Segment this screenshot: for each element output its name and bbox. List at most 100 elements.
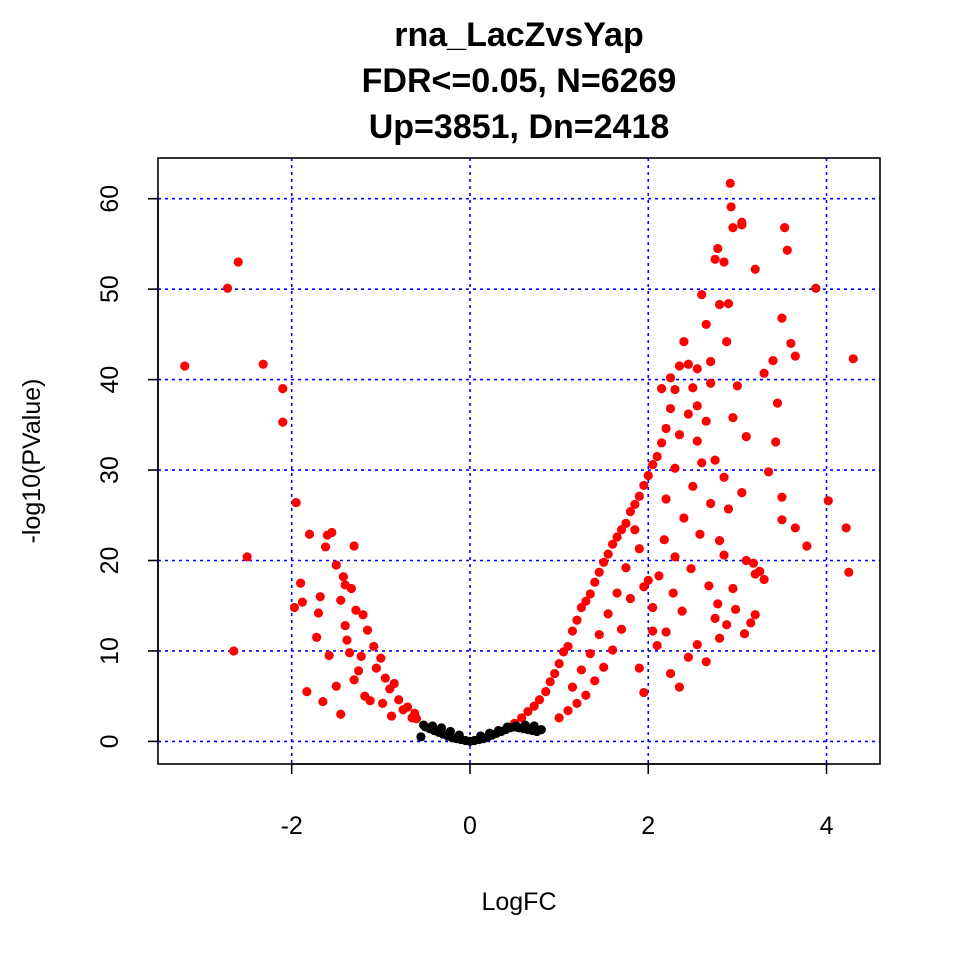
not-significant-point [436,723,447,733]
significant-point [371,663,381,673]
significant-point [612,532,622,542]
x-tick-label: 2 [641,812,655,840]
significant-point [362,625,373,635]
significant-point [563,706,573,716]
significant-point [692,401,702,411]
significant-point [719,472,729,482]
significant-point [242,552,252,562]
significant-point [634,663,644,673]
y-tick-label: 20 [96,547,124,575]
significant-point [180,361,190,371]
significant-point [590,676,600,686]
significant-point [665,403,676,414]
significant-point [360,691,370,701]
significant-point [380,673,390,683]
significant-point [802,541,812,551]
significant-point [692,364,702,374]
significant-point [346,583,357,594]
significant-point [739,629,750,639]
significant-point [345,648,355,658]
significant-point [771,437,781,447]
significant-point [723,299,734,309]
significant-point [728,583,738,594]
not-significant-point [427,721,438,731]
significant-point [670,384,680,395]
data-points [180,178,858,746]
significant-point [777,515,787,525]
not-significant-point [520,720,530,730]
significant-point [297,597,307,607]
significant-point [529,701,539,711]
grid-lines [158,158,880,764]
significant-point [706,356,716,367]
significant-point [674,430,685,440]
significant-point [621,563,631,573]
significant-point [692,436,702,446]
significant-point [349,541,359,551]
significant-point [302,687,312,697]
significant-point [278,417,288,427]
significant-point [763,467,774,477]
significant-point [340,621,350,631]
significant-point [704,581,714,591]
significant-point [701,657,711,667]
significant-point [523,706,533,717]
significant-point [585,649,595,659]
not-significant-point [445,726,455,737]
significant-point [759,574,769,585]
significant-point [541,687,551,697]
significant-point [607,645,618,655]
significant-point [648,460,658,470]
significant-point [590,577,600,587]
significant-point [554,659,564,669]
y-tick-label: 60 [96,185,124,213]
significant-point [780,223,790,233]
significant-point [679,513,689,523]
significant-point [320,542,331,552]
significant-point [550,668,560,679]
significant-point [648,602,658,613]
significant-point [670,552,680,562]
significant-point [750,610,760,620]
significant-point [722,620,732,630]
significant-point [411,714,422,724]
significant-point [701,319,711,330]
significant-point [291,498,301,508]
significant-point [695,529,705,539]
significant-point [324,650,334,661]
significant-point [563,641,573,652]
significant-point [668,588,678,598]
not-significant-point [511,721,521,731]
significant-point [572,615,582,625]
significant-point [665,373,676,383]
y-tick-label: 0 [96,734,124,748]
significant-point [545,677,555,687]
significant-point [648,626,658,636]
significant-point [790,351,800,361]
significant-point [289,602,299,613]
significant-point [639,687,649,698]
significant-point [725,178,735,188]
not-significant-point [502,722,513,732]
significant-point [621,518,631,529]
chart-title: rna_LacZvsYap FDR<=0.05, N=6269 Up=3851,… [362,16,677,146]
significant-point [726,202,736,212]
not-significant-point [416,732,426,742]
significant-point [643,470,653,481]
significant-point [599,557,609,567]
significant-point [625,593,636,604]
significant-point [554,713,564,723]
y-tick-label: 40 [96,366,124,394]
not-significant-point [454,730,464,740]
significant-point [782,245,792,255]
significant-point [750,264,760,274]
significant-point [369,641,379,652]
significant-point [719,257,729,267]
not-significant-point [419,720,429,730]
significant-point [746,618,756,628]
y-tick-label: 10 [96,637,124,665]
significant-point [723,504,734,514]
significant-point [331,681,341,691]
significant-point [315,592,325,602]
significant-point [706,378,716,388]
